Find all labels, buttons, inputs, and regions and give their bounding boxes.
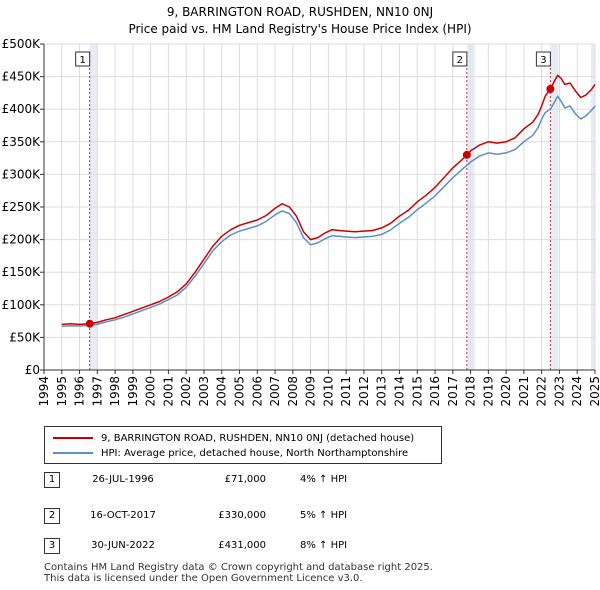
x-tick-label: 2014 <box>392 376 406 407</box>
legend: 9, BARRINGTON ROAD, RUSHDEN, NN10 0NJ (d… <box>44 426 442 464</box>
x-tick-label: 2019 <box>481 376 495 407</box>
x-tick-label: 2017 <box>446 376 460 407</box>
sale-number-label: 3 <box>540 55 546 66</box>
x-tick-label: 2012 <box>357 376 371 407</box>
sale-hpi-diff: 8% ↑ HPI <box>300 540 348 551</box>
legend-label-property: 9, BARRINGTON ROAD, RUSHDEN, NN10 0NJ (d… <box>101 432 415 444</box>
series-line-property <box>61 74 596 326</box>
x-tick-label: 2004 <box>215 376 229 407</box>
sale-hpi-diff: 5% ↑ HPI <box>300 510 348 521</box>
x-tick-label: 2005 <box>233 376 247 407</box>
x-tick-label: 1999 <box>126 376 140 407</box>
sale-date: 16-OCT-2017 <box>90 510 156 521</box>
legend-item-hpi: HPI: Average price, detached house, Nort… <box>53 446 408 460</box>
sale-number-badge: 1 <box>44 472 60 488</box>
legend-label-hpi: HPI: Average price, detached house, Nort… <box>101 447 409 459</box>
x-tick-label: 2018 <box>464 376 478 407</box>
sale-price: £330,000 <box>218 510 266 521</box>
x-tick-label: 2007 <box>268 376 282 407</box>
x-tick-label: 2003 <box>197 376 211 407</box>
series-line-hpi <box>61 95 596 328</box>
sale-date: 30-JUN-2022 <box>91 540 155 551</box>
x-tick-label: 2021 <box>517 376 531 407</box>
legend-swatch-hpi <box>53 452 93 454</box>
y-tick-label: £100K <box>2 298 42 312</box>
x-tick-label: 2008 <box>286 376 300 407</box>
x-tick-label: 1996 <box>73 376 87 407</box>
x-tick-label: 1995 <box>55 376 69 407</box>
legend-swatch-property <box>53 437 93 439</box>
sale-number-box <box>75 51 91 67</box>
sale-point <box>85 319 94 328</box>
y-tick-label: £350K <box>2 135 42 149</box>
y-tick-label: £300K <box>2 167 42 181</box>
sale-date: 26-JUL-1996 <box>92 474 154 485</box>
x-tick-label: 2023 <box>552 376 566 407</box>
y-tick-label: £500K <box>2 37 42 51</box>
sale-point <box>546 84 555 93</box>
x-tick-label: 2011 <box>339 376 353 407</box>
footer-attribution: Contains HM Land Registry data © Crown c… <box>44 562 433 584</box>
chart-title: 9, BARRINGTON ROAD, RUSHDEN, NN10 0NJ Pr… <box>0 4 600 38</box>
x-tick-label: 2015 <box>410 376 424 407</box>
sale-price: £431,000 <box>218 540 266 551</box>
sales-row: 3 30-JUN-2022 £431,000 8% ↑ HPI <box>40 538 560 558</box>
x-tick-label: 2020 <box>499 376 513 407</box>
sale-number-box <box>452 51 468 67</box>
y-tick-label: £250K <box>2 200 42 214</box>
x-tick-label: 1997 <box>90 376 104 407</box>
sales-row: 1 26-JUL-1996 £71,000 4% ↑ HPI <box>40 472 560 492</box>
x-tick-label: 1994 <box>37 376 51 407</box>
sale-number-label: 2 <box>457 55 463 66</box>
sale-number-badge: 2 <box>44 508 60 524</box>
sale-hpi-diff: 4% ↑ HPI <box>300 474 348 485</box>
chart-title-line2: Price paid vs. HM Land Registry's House … <box>128 22 472 36</box>
chart-title-line1: 9, BARRINGTON ROAD, RUSHDEN, NN10 0NJ <box>166 5 434 19</box>
x-tick-label: 2000 <box>144 376 158 407</box>
sale-number-label: 1 <box>79 55 85 66</box>
y-tick-label: £400K <box>2 102 42 116</box>
y-tick-label: £0 <box>25 363 40 377</box>
x-tick-label: 2009 <box>304 376 318 407</box>
x-tick-label: 2006 <box>250 376 264 407</box>
y-tick-label: £200K <box>2 233 42 247</box>
sale-price: £71,000 <box>224 474 266 485</box>
x-tick-label: 2002 <box>179 376 193 407</box>
price-chart: 1 2 3 £0 £50K £100K £150K £200K £250K £300K £350K £… <box>2 37 600 407</box>
x-tick-label: 2001 <box>161 376 175 407</box>
x-tick-label: 2013 <box>375 376 389 407</box>
sale-number-box <box>535 51 551 67</box>
legend-item-property: 9, BARRINGTON ROAD, RUSHDEN, NN10 0NJ (d… <box>53 431 414 445</box>
sale-point <box>462 150 471 159</box>
x-tick-label: 2025 <box>588 376 600 407</box>
sale-number-badge: 3 <box>44 538 60 554</box>
x-tick-label: 2024 <box>570 376 584 407</box>
sales-row: 2 16-OCT-2017 £330,000 5% ↑ HPI <box>40 508 560 528</box>
x-tick-label: 1998 <box>108 376 122 407</box>
x-tick-label: 2016 <box>428 376 442 407</box>
y-tick-label: £150K <box>2 265 42 279</box>
y-tick-label: £50K <box>9 330 41 344</box>
x-tick-label: 2010 <box>321 376 335 407</box>
y-tick-label: £450K <box>2 70 42 84</box>
x-tick-label: 2022 <box>535 376 549 407</box>
